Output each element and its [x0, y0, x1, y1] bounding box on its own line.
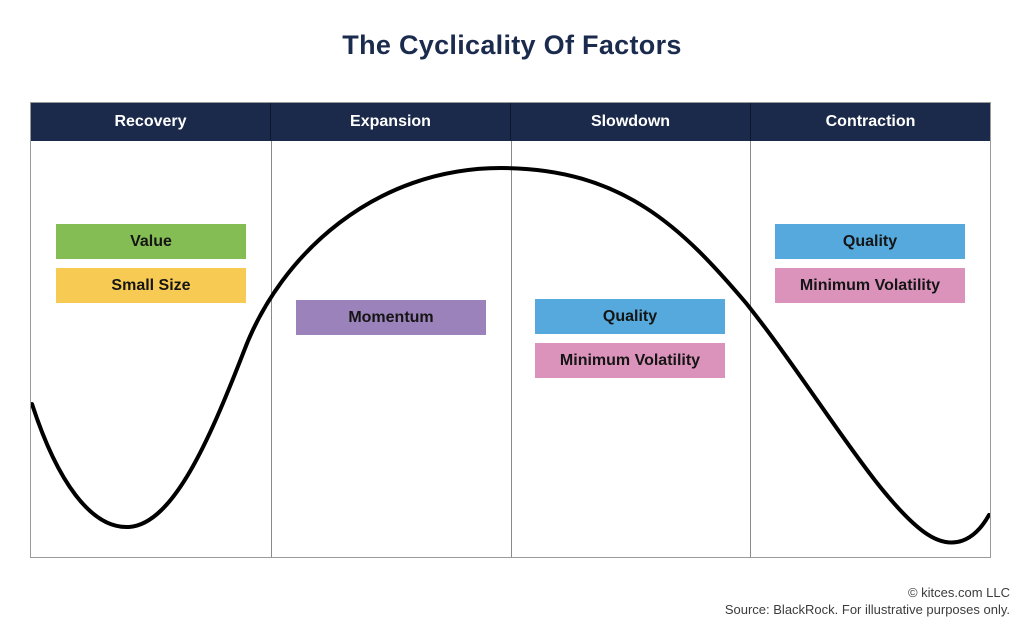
source-text: Source: BlackRock. For illustrative purp… — [724, 602, 1010, 617]
factor-box-quality-contraction: Quality — [775, 224, 965, 259]
phase-header-contraction: Contraction — [825, 113, 916, 130]
column-divider — [270, 141, 272, 557]
factor-box-small-size: Small Size — [56, 268, 246, 303]
cycle-curve-path — [31, 165, 990, 545]
column-divider — [750, 141, 752, 557]
copyright-text: © kitces.com LLC — [907, 585, 1010, 600]
factor-box-minimum-volatility-contraction: Minimum Volatility — [775, 268, 965, 303]
phase-header-row: Recovery Expansion Slowdown Contraction — [31, 103, 990, 141]
factor-box-value: Value — [56, 224, 246, 259]
phase-header-expansion: Expansion — [271, 103, 511, 141]
factor-box-quality-slowdown: Quality — [535, 299, 725, 334]
factor-box-momentum: Momentum — [296, 300, 486, 335]
column-divider — [510, 141, 512, 557]
cycle-chart: Recovery Expansion Slowdown Contraction … — [30, 102, 991, 558]
footer: © kitces.com LLC Source: BlackRock. For … — [725, 584, 1010, 618]
phase-header-recovery: Recovery — [31, 103, 271, 141]
cycle-curve — [31, 165, 990, 545]
chart-body: Value Small Size Momentum Quality Minimu… — [31, 141, 990, 557]
factor-box-minimum-volatility-slowdown: Minimum Volatility — [535, 343, 725, 378]
phase-header-slowdown: Slowdown — [511, 103, 751, 141]
figure-title: The Cyclicality Of Factors — [342, 30, 682, 60]
